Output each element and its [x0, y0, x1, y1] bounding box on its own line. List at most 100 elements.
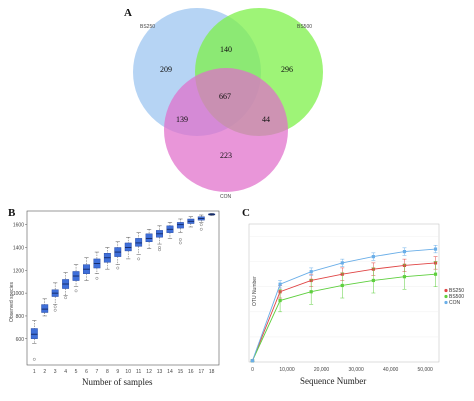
venn-circle-con: [164, 68, 288, 192]
box-12: [145, 229, 153, 249]
line-xlabel: Sequence Number: [300, 376, 366, 386]
venn-count-bs250-bs500: 140: [220, 45, 232, 54]
box-13: [156, 225, 163, 252]
series-point: [250, 359, 255, 363]
box-x-tick-label: 9: [116, 369, 119, 375]
box-outlier: [64, 296, 68, 300]
box-x-tick-label: 11: [136, 369, 141, 375]
box-14: [166, 222, 174, 239]
line-plot-frame: [248, 223, 440, 363]
line-ylabel: OTU Number: [252, 276, 258, 306]
box-x-tick-label: 15: [178, 369, 184, 375]
venn-count-bs250-only: 209: [160, 65, 172, 74]
series-point: [340, 283, 344, 288]
line-x-tick-label: 20,000: [314, 367, 330, 373]
box-x-tick-label: 8: [106, 369, 109, 375]
box-8: [103, 247, 111, 270]
legend-swatch-BS250: [444, 288, 448, 293]
box-outlier: [158, 246, 161, 249]
series-point: [402, 275, 407, 279]
line-plot-grid: [249, 236, 439, 338]
series-point: [433, 272, 438, 276]
venn-label-con: CON: [220, 194, 232, 200]
box-11: [135, 232, 143, 261]
series-point: [340, 261, 344, 265]
box-y-tick-label: 1400: [13, 246, 24, 252]
box-x-tick-label: 1: [33, 369, 36, 375]
line-x-tick-label: 10,000: [279, 367, 295, 373]
box-x-tick-label: 17: [198, 369, 204, 375]
box-outlier: [116, 266, 120, 270]
box-outlier: [178, 241, 182, 245]
legend-label-BS250: BS250: [449, 288, 464, 294]
line-x-axis: 0 10,000 20,000 30,000 40,000 50,000: [251, 367, 433, 373]
box-xlabel: Number of samples: [82, 377, 153, 387]
box-x-tick-label: 12: [146, 369, 152, 375]
box-ylabel: Observed species: [9, 281, 15, 322]
box-x-tick-label: 18: [209, 369, 215, 375]
box-plot-marks: [30, 213, 216, 361]
box-x-tick-label: 16: [188, 369, 194, 375]
box-6: [83, 257, 90, 281]
box-y-axis: 600 800 1000 1200 1400 1600: [13, 223, 27, 343]
legend-label-BS500: BS500: [449, 294, 464, 300]
box-outlier: [53, 305, 57, 309]
series-point: [433, 247, 438, 251]
series-BS250: [250, 256, 438, 363]
venn-count-con-only: 223: [220, 151, 232, 160]
box-outlier: [199, 227, 203, 231]
legend-label-CON: CON: [449, 300, 461, 306]
box-x-tick-label: 14: [167, 369, 173, 375]
box-body: [145, 233, 153, 243]
panel-c: C 0 10,000 20,000 30,000 40,000 50,000 OTU Nu…: [242, 207, 464, 386]
box-4: [62, 272, 70, 300]
series-point: [278, 282, 282, 286]
panel-c-letter: C: [242, 207, 250, 219]
box-9: [114, 241, 122, 270]
box-17: [197, 214, 205, 231]
series-point: [371, 278, 375, 283]
series-point: [309, 290, 313, 294]
box-plot-frame: [26, 210, 220, 366]
box-body: [176, 222, 184, 229]
box-2: [41, 298, 49, 317]
box-body: [30, 328, 38, 339]
line-x-tick-label: 50,000: [418, 367, 434, 373]
venn-count-bs500-only: 296: [281, 65, 293, 74]
series-point: [309, 270, 313, 274]
line-x-tick-label: 0: [251, 367, 254, 373]
box-y-tick-label: 1200: [13, 268, 24, 274]
box-outlier: [137, 257, 141, 261]
panel-a-letter: A: [124, 7, 132, 19]
box-body: [124, 242, 132, 252]
series-point: [371, 255, 375, 259]
box-7: [93, 251, 101, 280]
box-10: [124, 236, 132, 260]
box-x-tick-label: 10: [125, 369, 131, 375]
box-y-tick-label: 1600: [13, 223, 24, 229]
box-5: [72, 264, 80, 293]
box-x-axis: 1 2 3 4 5 6 7 8 9 10 11 12 13 14 15 16 17 18: [33, 369, 215, 375]
line-x-tick-label: 30,000: [348, 367, 364, 373]
box-15: [176, 218, 184, 245]
box-x-tick-label: 3: [54, 369, 57, 375]
box-outlier: [95, 276, 99, 280]
box-x-tick-label: 6: [85, 369, 88, 375]
venn-count-all: 667: [219, 92, 231, 101]
series-CON: [250, 245, 438, 363]
box-outlier: [158, 248, 161, 252]
venn-label-bs500: BS500: [297, 24, 312, 30]
box-y-tick-label: 1000: [13, 291, 24, 297]
box-3: [51, 282, 59, 312]
venn-count-bs250-con: 139: [176, 115, 188, 124]
box-x-tick-label: 7: [96, 369, 99, 375]
box-1: [30, 320, 38, 361]
panel-b-letter: B: [8, 207, 16, 219]
line-plot-marks: [250, 245, 438, 363]
box-x-tick-label: 4: [64, 369, 67, 375]
series-point: [402, 250, 407, 254]
box-outlier: [178, 238, 182, 241]
